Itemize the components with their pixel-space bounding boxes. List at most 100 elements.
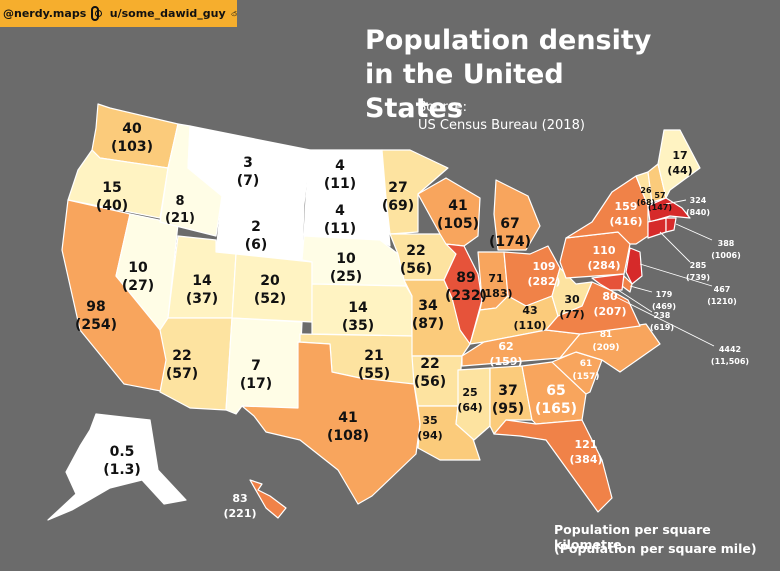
label-al-km2: 37 (498, 383, 517, 399)
reddit-handle[interactable]: u/some_dawid_guy (109, 7, 226, 20)
label-pa-mi2: (284) (587, 259, 620, 272)
label-hi-mi2: (221) (223, 507, 256, 520)
label-id-km2: 8 (175, 194, 184, 209)
state-md (591, 273, 625, 291)
label-wi-mi2: (105) (437, 216, 479, 232)
label-wy-mi2: (6) (245, 237, 268, 253)
label-ar-mi2: (56) (414, 374, 446, 390)
label-ia-km2: 22 (406, 243, 425, 259)
label-hi-km2: 83 (232, 492, 247, 505)
label-sc-mi2: (157) (572, 372, 599, 382)
label-wa-mi2: (103) (111, 139, 153, 155)
label-il-km2: 89 (456, 270, 475, 286)
state-ak (47, 413, 187, 521)
label-or-km2: 15 (102, 180, 121, 196)
label-dc-mi2: (11,506) (711, 357, 749, 366)
state-hi (249, 479, 287, 519)
label-ky-km2: 43 (522, 304, 537, 317)
label-mo-km2: 34 (418, 298, 438, 314)
label-nd-mi2: (11) (324, 176, 356, 192)
label-oh-km2: 109 (533, 260, 556, 273)
state-mi (493, 179, 541, 251)
label-ny-km2: 159 (615, 200, 638, 213)
label-nc-km2: 81 (600, 330, 613, 340)
label-ar-km2: 22 (420, 356, 439, 372)
state-tx (241, 341, 421, 505)
label-ok-mi2: (55) (358, 366, 390, 382)
label-nh-km2: 57 (654, 191, 665, 200)
label-nd-km2: 4 (335, 158, 345, 174)
state-mn (381, 149, 449, 235)
label-nc-mi2: (209) (592, 343, 619, 353)
label-ut-km2: 14 (192, 273, 212, 289)
label-or-mi2: (40) (96, 198, 128, 214)
instagram-icon (91, 6, 102, 21)
label-sc-km2: 61 (580, 359, 593, 369)
label-ne-km2: 10 (336, 251, 356, 267)
state-wi (417, 177, 481, 247)
label-ut-mi2: (37) (186, 291, 218, 307)
state-nj (625, 247, 643, 285)
label-tn-mi2: (159) (489, 355, 522, 368)
label-mo-mi2: (87) (412, 316, 444, 332)
label-md-km2: 238 (654, 311, 671, 320)
label-ny-mi2: (416) (609, 215, 642, 228)
label-mt-km2: 3 (243, 155, 253, 171)
label-ma-mi2: (840) (686, 208, 710, 217)
label-ia-mi2: (56) (400, 261, 432, 277)
label-il-mi2: (232) (445, 288, 487, 304)
label-fl-mi2: (384) (569, 453, 602, 466)
state-il (443, 243, 483, 345)
label-la-mi2: (94) (417, 429, 442, 442)
label-al-mi2: (95) (492, 401, 524, 417)
label-ma-km2: 324 (690, 196, 707, 205)
label-ri-mi2: (1006) (711, 251, 741, 260)
label-ms-km2: 25 (462, 386, 477, 399)
label-ga-km2: 65 (546, 383, 565, 399)
state-wv (551, 267, 593, 317)
label-co-mi2: (52) (254, 291, 286, 307)
label-mi-mi2: (174) (489, 234, 531, 250)
label-nj-mi2: (1210) (707, 297, 737, 306)
label-ct-km2: 285 (690, 261, 707, 270)
label-az-km2: 22 (172, 348, 191, 364)
label-nv-km2: 10 (128, 260, 148, 276)
source-text: US Census Bureau (2018) (418, 118, 585, 133)
label-ak-km2: 0.5 (110, 444, 135, 460)
label-fl-km2: 121 (575, 438, 598, 451)
state-fl (493, 419, 613, 513)
reddit-icon (231, 10, 237, 17)
label-ms-mi2: (64) (457, 401, 482, 414)
leader-lines (613, 199, 715, 347)
label-mn-km2: 27 (388, 180, 407, 196)
instagram-handle[interactable]: @nerdy.maps (3, 7, 87, 20)
label-wi-km2: 41 (448, 198, 467, 214)
label-tn-km2: 62 (498, 340, 513, 353)
map-title-line2: in the United States (365, 59, 564, 124)
legend-unit-km: Population per square kilometre (554, 522, 711, 552)
label-wa-km2: 40 (122, 121, 142, 137)
label-va-km2: 80 (602, 290, 618, 303)
label-id-mi2: (21) (165, 211, 195, 226)
label-nm-mi2: (17) (240, 376, 272, 392)
label-sd-mi2: (11) (324, 221, 356, 237)
label-az-mi2: (57) (166, 366, 198, 382)
label-me-mi2: (44) (667, 164, 692, 177)
label-sd-km2: 4 (335, 203, 345, 219)
label-tx-km2: 41 (338, 410, 357, 426)
label-ct-mi2: (739) (686, 273, 710, 282)
label-wv-mi2: (77) (559, 308, 584, 321)
label-va-mi2: (207) (593, 305, 626, 318)
label-me-km2: 17 (672, 149, 687, 162)
label-ok-km2: 21 (364, 348, 383, 364)
label-ks-mi2: (35) (342, 318, 374, 334)
label-dc-km2: 4442 (719, 345, 741, 354)
label-mt-mi2: (7) (237, 173, 260, 189)
state-ri (665, 217, 677, 233)
label-co-km2: 20 (260, 273, 280, 289)
label-la-km2: 35 (422, 414, 437, 427)
label-in-mi2: (183) (479, 287, 512, 300)
map-title-line1: Population density (365, 25, 652, 56)
